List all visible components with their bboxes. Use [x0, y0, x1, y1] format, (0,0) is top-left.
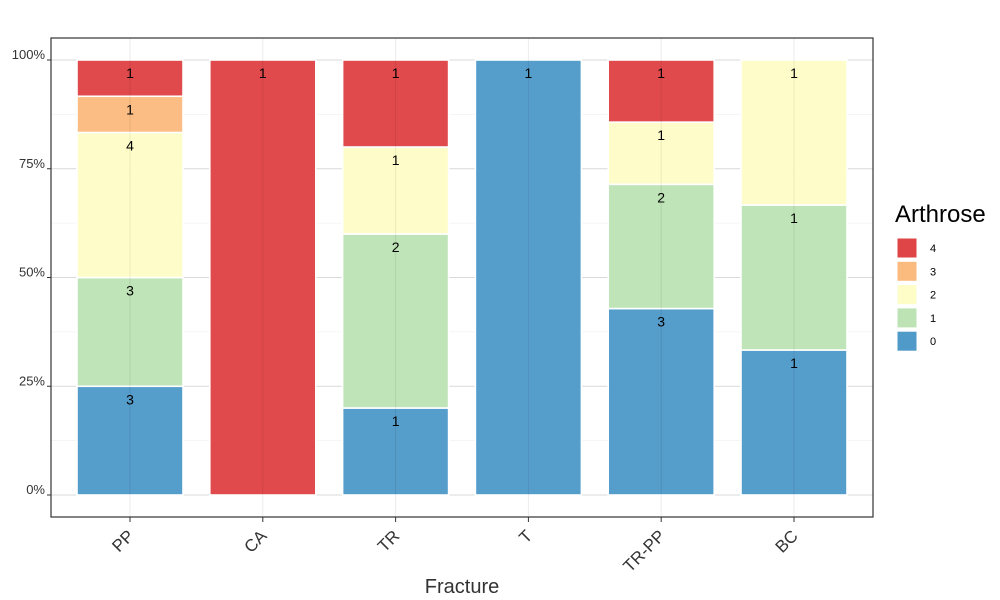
- bar-segment-pp-4: [76, 59, 184, 98]
- bar-value-label: 1: [259, 65, 267, 81]
- legend-swatch-4: [896, 237, 918, 259]
- legend-label-1: 1: [930, 313, 936, 325]
- bar-value-label: 1: [790, 355, 798, 371]
- bar-segment-pp-0: [76, 385, 184, 496]
- x-tick-label: T: [515, 526, 536, 547]
- bar-segment-pp-2: [76, 131, 184, 279]
- bar-segment-tr-2: [341, 146, 450, 235]
- x-tick-label: BC: [772, 526, 802, 556]
- bar-segment-bc-0: [740, 349, 848, 496]
- x-tick-label: PP: [108, 526, 137, 555]
- bar-value-label: 3: [126, 283, 134, 299]
- y-tick-label: 0%: [26, 482, 45, 497]
- bar-value-label: 1: [790, 210, 798, 226]
- x-tick-label: CA: [240, 526, 271, 557]
- bar-value-label: 2: [657, 189, 665, 205]
- bar-segment-tr-pp-0: [607, 307, 716, 496]
- y-axis: 0% 25% 50% 75% 100%: [12, 47, 51, 497]
- bar-segment-tr-pp-4: [607, 59, 716, 123]
- bar-value-label: 1: [525, 65, 533, 81]
- legend-label-3: 3: [930, 266, 936, 278]
- legend-label-2: 2: [930, 290, 936, 302]
- legend-label-0: 0: [930, 336, 936, 348]
- x-axis: PP CA TR T TR-PP BC: [108, 517, 802, 576]
- bar-value-label: 1: [392, 152, 400, 168]
- legend: Arthrose 4 3 2 1 0: [895, 201, 986, 352]
- bar-value-label: 1: [392, 413, 400, 429]
- legend-swatch-2: [896, 284, 918, 306]
- bar-segment-bc-2: [740, 59, 848, 206]
- bar-value-label: 4: [126, 138, 134, 154]
- legend-swatch-1: [896, 307, 918, 329]
- bar-value-label: 1: [657, 127, 665, 143]
- grid-lines: [51, 59, 873, 496]
- bar-value-label: 3: [126, 391, 134, 407]
- bar-segment-tr-4: [341, 59, 450, 148]
- bar-segment-bc-1: [740, 204, 848, 351]
- y-tick-label: 100%: [12, 47, 46, 62]
- legend-label-4: 4: [930, 243, 936, 255]
- bar-segment-pp-3: [76, 95, 184, 134]
- bar-segment-ca-4: [209, 59, 317, 496]
- x-axis-title: Fracture: [425, 576, 499, 598]
- bar-segment-t-0: [474, 59, 583, 496]
- x-tick-label: TR: [374, 526, 403, 555]
- legend-swatch-0: [896, 330, 918, 352]
- bar-value-label: 2: [392, 239, 400, 255]
- y-tick-label: 75%: [19, 156, 45, 171]
- y-tick-label: 50%: [19, 265, 45, 280]
- bar-segment-tr-pp-2: [607, 121, 716, 186]
- bar-value-label: 3: [657, 314, 665, 330]
- segment-count-labels: 3 3 4 1 1 1 1 2 1 1 1 3 2 1 1 1 1 1: [126, 38, 798, 517]
- legend-swatch-3: [896, 260, 918, 282]
- x-tick-label: TR-PP: [620, 526, 669, 575]
- bar-value-label: 1: [126, 101, 134, 117]
- bar-segment-tr-pp-1: [607, 183, 716, 310]
- bar-value-label: 1: [392, 65, 400, 81]
- bar-value-label: 1: [657, 65, 665, 81]
- bar-segment-tr-1: [341, 233, 450, 409]
- y-tick-label: 25%: [19, 373, 45, 388]
- bar-value-label: 1: [126, 65, 134, 81]
- bar-segment-pp-1: [76, 276, 184, 388]
- bar-value-label: 1: [790, 65, 798, 81]
- legend-title: Arthrose: [895, 201, 986, 228]
- bar-segments: [76, 59, 848, 496]
